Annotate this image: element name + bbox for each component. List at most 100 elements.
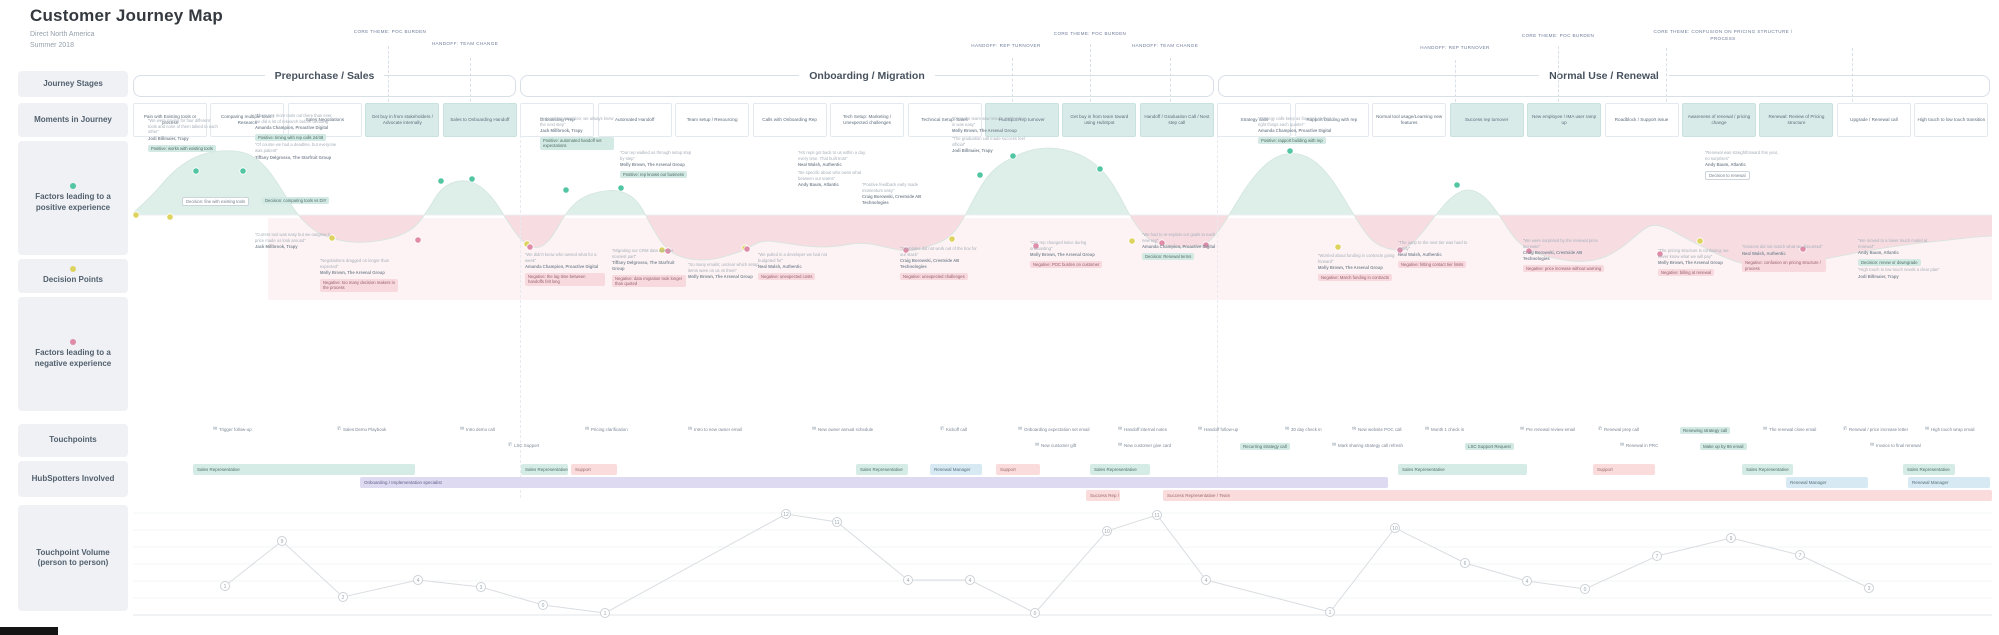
- volume-marker-value-13: 11: [1154, 513, 1159, 519]
- touchpoint-label: Make up by 86 email: [1703, 444, 1744, 449]
- note-q: “Once the team saw results, getting buy …: [952, 116, 1026, 127]
- volume-marker-value-17: 6: [1464, 561, 1467, 567]
- row-label-text: Touchpoint Volume (person to person): [36, 547, 110, 567]
- phone-icon: ✆: [940, 427, 945, 432]
- note-a: Tiffany Delgrosso, The Starfruit Group: [255, 154, 332, 160]
- touchpoint-label: Recurring strategy call: [1243, 444, 1287, 449]
- moment-cell-18: New employee / IMA user ramp up: [1527, 103, 1602, 137]
- annotation-tick-2: [1012, 58, 1013, 102]
- negative-dot-8: [1396, 246, 1404, 254]
- volume-marker-23: [1864, 583, 1874, 593]
- annotation-2: HANDOFF: REP TURNOVER: [971, 43, 1041, 48]
- note-a: Molly Brown, The Arsenal Group: [1658, 260, 1723, 266]
- note-a: Amanda Champion, Proactive Digital: [1258, 128, 1332, 134]
- decision-dot-7: [1128, 237, 1136, 245]
- note-pill: Negative: the lag time between handoffs …: [525, 273, 605, 286]
- moment-cell-4: Sales to Onboarding Handoff: [442, 103, 517, 137]
- note-6: “HS reps got back to us within a day, ev…: [798, 150, 876, 190]
- negative-dot-11: [1799, 245, 1807, 253]
- touchpoint-1: ✆ Sales Demo Playbook: [337, 427, 386, 432]
- note-5: “Our rep walked us through setup step by…: [620, 150, 692, 179]
- volume-marker-17: [1460, 558, 1470, 568]
- touchpoint-label: LSC Support: [514, 443, 540, 448]
- moment-cell-15: Rapport building with rep: [1294, 103, 1369, 137]
- note-0: “We were paying for four different tools…: [148, 118, 218, 153]
- volume-marker-value-11: 0: [1034, 611, 1037, 617]
- note-a: Amanda Champion, Proactive Digital: [255, 125, 329, 131]
- note-pill: Decision to renewal: [1705, 171, 1750, 181]
- mail-icon: ✉: [460, 427, 465, 432]
- note-q: “HS reps got back to us within a day, ev…: [798, 150, 866, 161]
- touchpoint-label: Renewal in PRC: [1626, 443, 1659, 448]
- moment-cell-10: Technical Setup: Sales: [907, 103, 982, 137]
- volume-marker-9: [903, 575, 913, 585]
- note-q: “Positive feedback early made momentum e…: [862, 182, 919, 193]
- note-q: “We were surprised by the renewal price …: [1523, 238, 1598, 249]
- note-19: “We had to re-explain our goals to each …: [1142, 232, 1222, 261]
- touchpoint-3: ✉ Pricing clarification: [585, 427, 628, 432]
- mail-icon: ✉: [1285, 427, 1290, 432]
- volume-marker-19: [1580, 584, 1590, 594]
- volume-marker-value-3: 4: [417, 578, 420, 584]
- stage-label: Onboarding / Migration: [799, 70, 935, 82]
- note-q: “Renewal was straightforward this year, …: [1705, 150, 1779, 161]
- volume-marker-value-22: 7: [1799, 553, 1802, 559]
- mail-icon: ✉: [1620, 443, 1625, 448]
- volume-marker-value-21: 9: [1730, 536, 1733, 542]
- annotation-tick-3: [1090, 44, 1091, 102]
- touchpoint-13: ✉ 30 day check in: [1285, 427, 1322, 432]
- note-a: Craig Borowski, Crestside AB Technologie…: [900, 258, 960, 270]
- note-a: Molly Brown, The Arsenal Group: [688, 274, 753, 280]
- note-q: “Strategy calls keep us focused on the r…: [1258, 116, 1329, 127]
- volume-marker-value-7: 12: [783, 512, 789, 518]
- touchpoint-label: New owner annual schedule: [818, 427, 874, 432]
- positive-dot-6: [976, 171, 984, 179]
- positive-dot-3: [468, 175, 476, 183]
- volume-line: [224, 513, 1870, 614]
- note-7: “Positive feedback early made momentum e…: [862, 182, 934, 208]
- touchpoint-label: New customer give card: [1124, 443, 1172, 448]
- note-q: “A seamless transition; we always knew t…: [540, 116, 614, 127]
- stage-separator-1: [1217, 105, 1218, 498]
- note-16: “We pulled in a developer we had not bud…: [758, 252, 830, 281]
- note-pill: Positive: rapport building with rep: [1258, 137, 1326, 145]
- volume-marker-value-9: 4: [907, 578, 910, 584]
- note-11: “Current tool was easy but we outgrew it…: [255, 232, 333, 252]
- note-a: Amanda Champion, Proactive Digital: [525, 264, 599, 270]
- touchpoint-17: ✉ Month 1 check in: [1425, 427, 1464, 432]
- note-q: “Invoices did not match what we discusse…: [1742, 244, 1823, 249]
- hubspotter-bar-0-0: Sales Representative: [193, 464, 415, 475]
- note-a: Neal Walsh, Authentic: [1398, 252, 1442, 258]
- moment-cell-5: Onboarding Prep: [520, 103, 595, 137]
- mail-icon: ✉: [1425, 427, 1430, 432]
- volume-marker-6: [600, 608, 610, 618]
- note-q: “We had to re-explain our goals to each …: [1142, 232, 1216, 243]
- note-a: Jack Millbrook, Trapy: [540, 128, 583, 134]
- touchpoint-4: ✉ Intro to new owner email: [688, 427, 742, 432]
- note-pill: Negative: March funding in contracts: [1318, 274, 1392, 282]
- note-24: “Invoices did not match what we discusse…: [1742, 244, 1826, 273]
- stage-1: Onboarding / Migration: [520, 70, 1214, 97]
- note-13: “We didn't know who owned what for a wee…: [525, 252, 605, 287]
- stage-0: Prepurchase / Sales: [133, 70, 516, 97]
- moment-cell-22: Upgrade / Renewal call: [1836, 103, 1911, 137]
- touchpoint-27: ✉ High touch wrap email: [1925, 427, 1974, 432]
- note-25: “We moved to a lower touch model at rene…: [1858, 238, 1942, 282]
- volume-marker-value-16: 10: [1392, 526, 1398, 532]
- note-a: Neal Walsh, Authentic: [758, 264, 802, 270]
- note-pill: Negative: hitting contact tier limits: [1398, 261, 1467, 269]
- phone-icon: ✆: [337, 427, 342, 432]
- moment-cell-17: Success rep turnover: [1449, 103, 1524, 137]
- touchpoint-label: Handoff follow-up: [1204, 427, 1239, 432]
- volume-marker-value-15: 1: [1329, 610, 1332, 616]
- moment-cell-0: Pain with Existing tools or process: [133, 103, 207, 137]
- note-2: Decision: fine with existing tools: [182, 196, 252, 207]
- subtitle-region: Direct North America: [30, 31, 95, 38]
- moment-cell-2: Sales Negotiations: [287, 103, 362, 137]
- phone-icon: ✆: [1843, 427, 1848, 432]
- note-pill: Negative: price increase without warning: [1523, 264, 1605, 272]
- volume-marker-value-6: 1: [604, 611, 607, 617]
- touchpoint-label: LSC Support Request: [1468, 444, 1511, 449]
- note-q: “We were paying for four different tools…: [148, 118, 218, 135]
